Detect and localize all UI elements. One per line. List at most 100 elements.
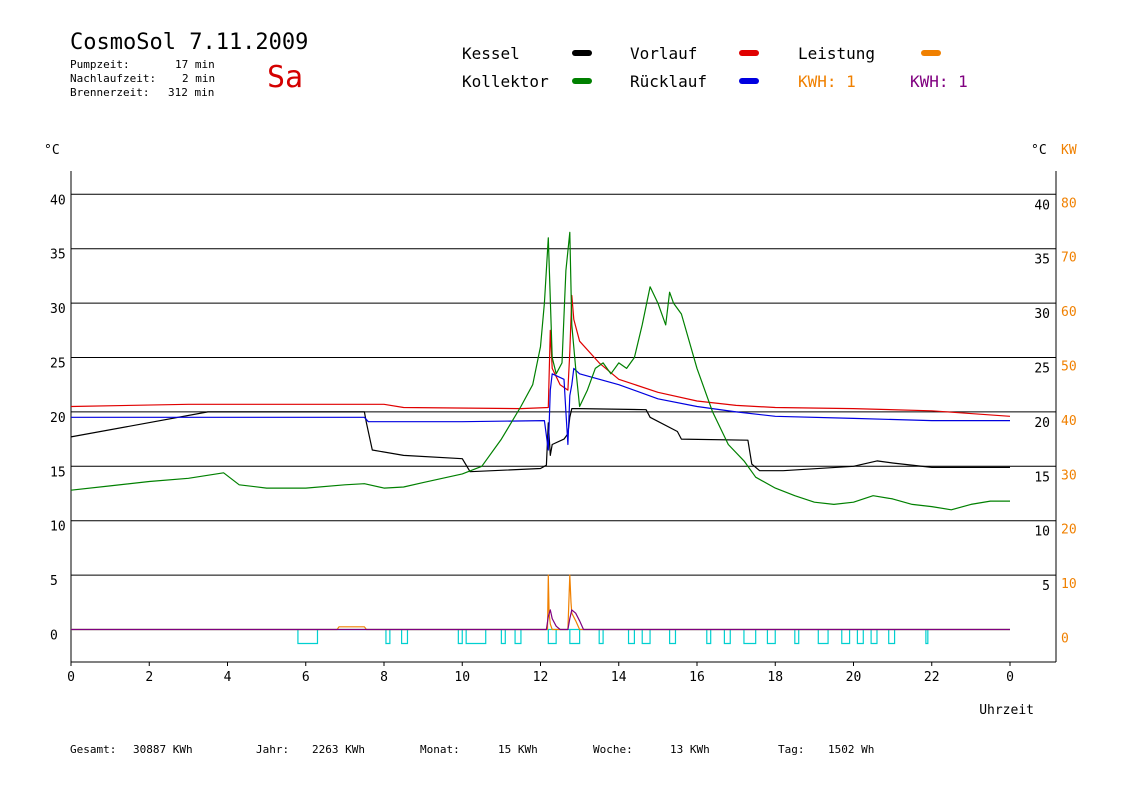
series-line-vorlauf [70,294,1011,417]
y-right-unit-label: °C [1031,143,1047,158]
pump-pulse [817,629,829,645]
y-right-kw-tick-label: 30 [1061,468,1077,483]
pump-pulse [723,629,731,645]
y-left-tick-label: 25 [50,357,66,372]
y-left-tick-label: 0 [50,629,58,644]
x-tick-label: 18 [767,670,783,685]
y-left-tick-label: 20 [50,411,66,426]
pump-pulse [766,629,776,645]
legend-leistung-swatch [921,50,941,56]
x-tick-label: 2 [145,670,153,685]
day-energy-label: Tag: [778,743,805,756]
y-left-tick-label: 15 [50,465,66,480]
pump-pulse [547,629,557,645]
y-right-kw-tick-label: 20 [1061,523,1077,538]
y-left-tick-label: 40 [50,193,66,208]
pump-pulse [856,629,864,645]
x-axis-label: Uhrzeit [979,703,1034,718]
x-tick-label: 8 [380,670,388,685]
pump-pulse [870,629,878,645]
pump-time-label: Pumpzeit: [70,58,130,71]
pump-pulse [841,629,851,645]
y-left-tick-label: 35 [50,248,66,263]
legend-kollektor-label: Kollektor [462,72,549,91]
y-right-tick-label: 35 [1034,253,1050,268]
pump-pulse [514,629,522,645]
x-tick-label: 20 [846,670,862,685]
weekday-label: Sa [267,60,304,95]
burner-time-value: 312 min [168,86,215,99]
day-energy-value: 1502 Wh [828,743,875,756]
pump-pulse [706,629,712,645]
y-right-tick-label: 20 [1034,416,1050,431]
legend-ruecklauf-label: Rücklauf [630,72,708,91]
y-right-kw-tick-label: 10 [1061,577,1077,592]
x-tick-label: 16 [689,670,705,685]
pump-pulse [669,629,677,645]
legend-vorlauf-label: Vorlauf [630,44,698,63]
pump-pulse [457,629,463,645]
y-right-kw-tick-label: 40 [1061,414,1077,429]
legend-ruecklauf-swatch [739,78,759,84]
kwh-purple-label: KWH: 1 [910,72,968,91]
y-right-kw-tick-label: 0 [1061,632,1069,647]
y-left-tick-label: 5 [50,574,58,589]
y-right-tick-label: 30 [1034,307,1050,322]
year-energy-value: 2263 KWh [312,743,365,756]
x-tick-label: 12 [533,670,549,685]
legend-vorlauf-swatch [739,50,759,56]
x-tick-label: 4 [224,670,232,685]
pump-pulse [465,629,487,645]
week-energy-value: 13 KWh [670,743,710,756]
pump-pulse [500,629,506,645]
y-right-kw-tick-label: 60 [1061,305,1077,320]
series-line-kwh [71,609,1010,631]
pump-pulse [641,629,651,645]
y-right-tick-label: 25 [1034,362,1050,377]
y-right-kw-tick-label: 50 [1061,360,1077,375]
y-right-tick-label: 15 [1034,470,1050,485]
y-right-tick-label: 10 [1034,525,1050,540]
pump-pulse [925,629,929,645]
y-left-unit-label: °C [44,143,60,158]
pump-pulse [627,629,635,645]
pump-time-value: 17 min [175,58,215,71]
y-right-tick-label: 5 [1042,579,1050,594]
pump-pulse [569,629,581,645]
y-right-kw-unit-label: KW [1061,143,1077,158]
y-right-kw-tick-label: 70 [1061,251,1077,266]
month-energy-value: 15 KWh [498,743,538,756]
total-energy-label: Gesamt: [70,743,117,756]
month-energy-label: Monat: [420,743,460,756]
y-right-kw-tick-label: 80 [1061,196,1077,211]
series-line-ruecklauf [71,367,1010,451]
kwh-orange-label: KWH: 1 [798,72,856,91]
pump-pulse [297,629,319,645]
x-tick-label: 6 [302,670,310,685]
pump-pulse [401,629,409,645]
page-title: CosmoSol 7.11.2009 [70,30,309,55]
legend-kollektor-swatch [572,78,592,84]
week-energy-label: Woche: [593,743,633,756]
legend-kessel-swatch [572,50,592,56]
afterrun-time-label: Nachlaufzeit: [70,72,157,85]
pump-pulse [385,629,391,645]
pump-pulse [598,629,604,645]
series-line-leistung [71,574,1010,631]
series-line-kollektor [70,231,1010,511]
x-tick-label: 0 [67,670,75,685]
x-tick-label: 14 [611,670,627,685]
legend-leistung-label: Leistung [798,44,876,63]
pump-pulse [888,629,896,645]
y-right-tick-label: 40 [1034,198,1050,213]
y-left-tick-label: 30 [50,302,66,317]
burner-time-label: Brennerzeit: [70,86,150,99]
year-energy-label: Jahr: [256,743,290,756]
series-line-kessel [70,408,1010,473]
pump-pulse [794,629,800,645]
x-tick-label: 0 [1006,670,1014,685]
total-energy-value: 30887 KWh [133,743,193,756]
afterrun-time-value: 2 min [182,72,216,85]
legend-kessel-label: Kessel [462,44,520,63]
